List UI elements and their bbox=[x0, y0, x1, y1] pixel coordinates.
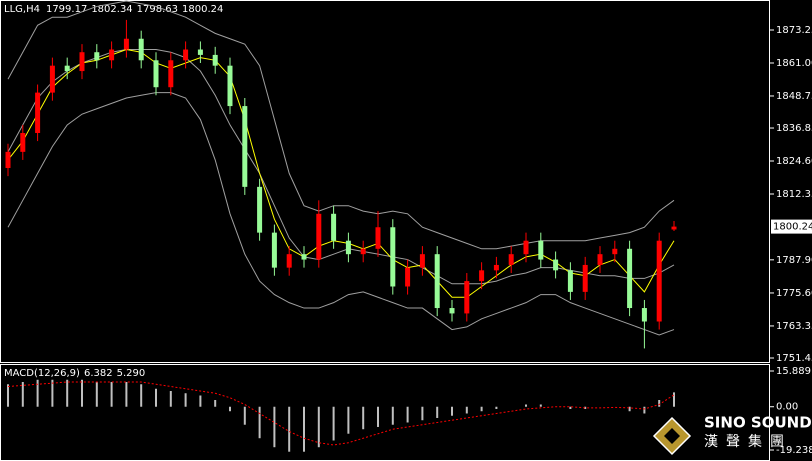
candle-body bbox=[286, 254, 292, 268]
candle-body bbox=[5, 151, 11, 169]
logo-inner bbox=[664, 428, 680, 444]
low-value: 1798.63 bbox=[137, 4, 178, 15]
price-label: 1800.24 bbox=[773, 222, 812, 233]
candle-body bbox=[464, 281, 470, 314]
candle-body bbox=[360, 248, 366, 255]
moving-average bbox=[7, 49, 675, 298]
candle-body bbox=[375, 227, 381, 249]
y-tick-label: 1824.60 bbox=[776, 156, 812, 167]
candle-body bbox=[434, 254, 440, 309]
y-tick-label: 1787.90 bbox=[776, 255, 812, 266]
candle-body bbox=[79, 52, 85, 72]
signal-value: 5.290 bbox=[117, 368, 146, 379]
candle-body bbox=[138, 38, 144, 61]
candle-body bbox=[641, 308, 647, 322]
y-tick-label: 1812.35 bbox=[776, 189, 812, 200]
candle-body bbox=[257, 186, 263, 233]
candle-body bbox=[301, 254, 307, 260]
band-lower bbox=[7, 92, 675, 336]
y-tick-label: 15.889 bbox=[776, 366, 811, 377]
candle-body bbox=[20, 132, 26, 152]
band-middle bbox=[7, 49, 675, 285]
close-value: 1800.24 bbox=[182, 4, 223, 15]
candle-body bbox=[627, 248, 633, 309]
candle-body bbox=[242, 106, 248, 187]
candle-body bbox=[331, 213, 337, 241]
price-box bbox=[771, 219, 812, 234]
candle-body bbox=[567, 270, 573, 292]
band-upper bbox=[7, 0, 675, 250]
candle-body bbox=[419, 254, 425, 268]
candle-body bbox=[479, 270, 485, 282]
y-tick-label: 1873.25 bbox=[776, 25, 812, 36]
macd-header: MACD(12,26,9) 6.382 5.290 bbox=[4, 368, 145, 379]
candle-body bbox=[153, 60, 159, 88]
candle-body bbox=[508, 254, 514, 265]
candle-body bbox=[582, 264, 588, 292]
candle-body bbox=[523, 240, 529, 255]
candle-body bbox=[390, 227, 396, 287]
candle-body bbox=[597, 254, 603, 265]
macd-value: 6.382 bbox=[84, 368, 113, 379]
y-tick-label: 1751.45 bbox=[776, 353, 812, 364]
candle-body bbox=[197, 49, 203, 55]
candle-body bbox=[94, 52, 100, 61]
candle-body bbox=[123, 38, 129, 50]
open-value: 1799.17 bbox=[46, 4, 87, 15]
candle-body bbox=[35, 92, 41, 133]
watermark: SINO SOUND 漢聲集團 bbox=[652, 414, 812, 456]
y-tick-label: 1836.85 bbox=[776, 123, 812, 134]
candle-body bbox=[227, 65, 233, 107]
header: LLG,H4 1799.17 1802.34 1798.63 1800.24 bbox=[4, 4, 223, 15]
candle-body bbox=[316, 213, 322, 260]
y-tick-label: 1763.35 bbox=[776, 321, 812, 332]
candle-body bbox=[553, 259, 559, 271]
candle-body bbox=[64, 65, 70, 72]
candle-body bbox=[345, 240, 351, 255]
main-frame bbox=[0, 0, 770, 363]
candle-body bbox=[109, 49, 115, 61]
y-tick-label: 1861.00 bbox=[776, 58, 812, 69]
macd-title: MACD(12,26,9) bbox=[4, 368, 80, 379]
y-tick-label: -19.238 bbox=[776, 445, 812, 456]
candle-body bbox=[168, 60, 174, 88]
y-tick-label: 1775.60 bbox=[776, 288, 812, 299]
y-tick-label: 1848.75 bbox=[776, 91, 812, 102]
candle-body bbox=[449, 308, 455, 314]
candle-body bbox=[271, 232, 277, 268]
candle-body bbox=[612, 248, 618, 255]
candle-body bbox=[405, 267, 411, 287]
candle-body bbox=[538, 240, 544, 260]
y-tick-label: 0.00 bbox=[776, 402, 798, 413]
candle-body bbox=[493, 264, 499, 271]
high-value: 1802.34 bbox=[91, 4, 132, 15]
candle-body bbox=[183, 49, 189, 61]
brand-subtitle: 漢聲集團 bbox=[704, 433, 792, 450]
candle-body bbox=[671, 226, 677, 230]
candle-body bbox=[49, 65, 55, 93]
candle-body bbox=[212, 54, 218, 66]
candle-body bbox=[656, 240, 662, 322]
brand: SINO SOUND bbox=[704, 414, 812, 432]
symbol: LLG,H4 bbox=[4, 4, 40, 15]
